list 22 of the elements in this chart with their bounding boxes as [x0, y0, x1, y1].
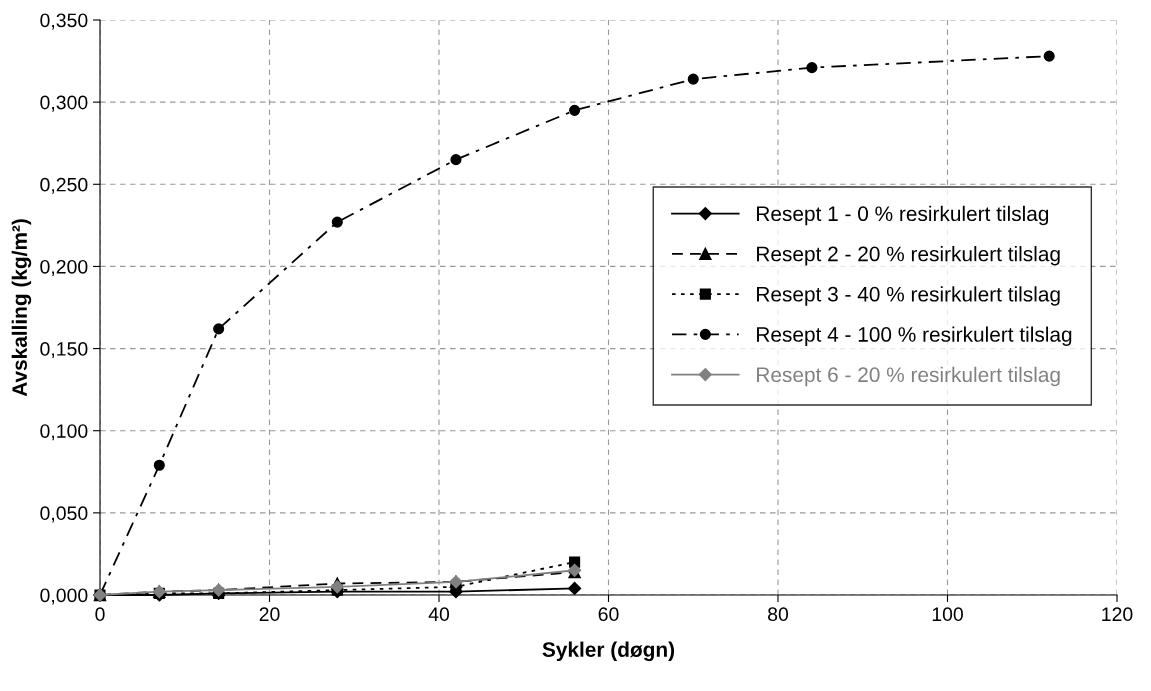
y-tick-label: 0,300 [40, 95, 88, 112]
x-tick-label: 120 [1102, 607, 1133, 622]
legend-label: Resept 4 - 100 % resirkulert tilslag [757, 326, 1072, 346]
y-tick-label: 0,350 [40, 13, 88, 30]
legend-label: Resept 1 - 0 % resirkulert tilslag [757, 205, 1049, 226]
y-tick-label: 0,250 [40, 177, 88, 194]
y-axis-title: Avskalling (kg/m²) [11, 219, 32, 397]
y-tick-label: 0,150 [40, 342, 88, 359]
y-tick-label: 0,000 [40, 588, 88, 605]
y-tick-label: 0,050 [40, 506, 88, 523]
x-tick-label: 100 [932, 607, 963, 622]
legend-label: Resept 2 - 20 % resirkulert tilslag [757, 246, 1060, 266]
x-axis-title: Sykler (døgn) [542, 641, 675, 662]
legend-label: Resept 3 - 40 % resirkulert tilslag [757, 286, 1060, 306]
legend-label: Resept 6 - 20 % resirkulert tilslag [757, 366, 1060, 387]
x-tick-label: 60 [598, 607, 619, 622]
x-tick-label: 80 [768, 607, 789, 622]
x-tick-label: 40 [428, 607, 450, 622]
y-tick-label: 0,200 [40, 259, 88, 276]
y-tick-label: 0,100 [40, 424, 88, 441]
x-tick-label: 0 [95, 607, 105, 622]
x-tick-label: 20 [259, 607, 280, 622]
